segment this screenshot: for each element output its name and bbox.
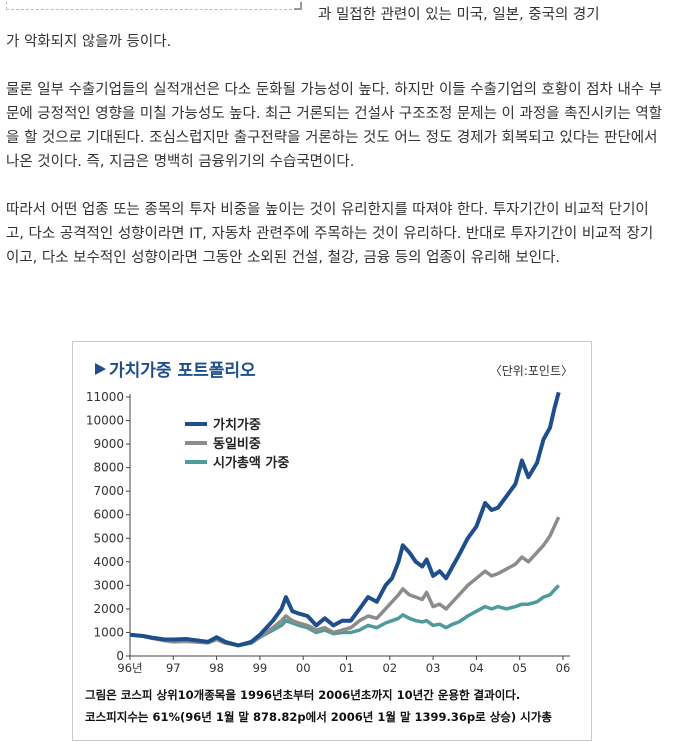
title-marker-icon: [95, 363, 106, 375]
y-tick-label: 11000: [86, 390, 124, 404]
x-tick-label: 00: [296, 661, 311, 675]
y-tick-label: 2000: [93, 602, 124, 616]
x-tick-label: 97: [166, 661, 181, 675]
x-tick-label: 99: [253, 661, 268, 675]
y-tick-label: 9000: [93, 437, 124, 451]
legend-label: 동일비중: [213, 437, 261, 452]
x-tick-label: 03: [426, 661, 441, 675]
figure-caption: 그림은 코스피 상위10개종목을 1996년초부터 2006년초까지 10년간 …: [85, 684, 585, 728]
caption-line: 코스피지수는 61%(96년 1월 말 878.82p에서 2006년 1월 말…: [85, 710, 552, 724]
y-tick-label: 1000: [93, 625, 124, 639]
x-tick-label: 05: [512, 661, 527, 675]
chart-title: 가치가중 포트폴리오: [109, 361, 256, 381]
article-line: 가 악화되지 않을까 등이다.: [6, 34, 172, 50]
series-line: [129, 584, 560, 648]
legend-label: 시가총액 가중: [213, 455, 289, 471]
y-tick-label: 5000: [93, 531, 124, 545]
caption-line: 그림은 코스피 상위10개종목을 1996년초부터 2006년초까지 10년간 …: [85, 688, 521, 702]
article-paragraph: 따라서 어떤 업종 또는 종목의 투자 비중을 높이는 것이 유리한지를 따져야…: [6, 202, 654, 266]
image-placeholder: [6, 0, 302, 10]
x-tick-label: 96년: [117, 661, 142, 675]
legend-label: 가치가중: [213, 417, 261, 433]
series-line: [129, 391, 561, 648]
y-tick-label: 10000: [86, 414, 124, 428]
y-tick-label: 0: [116, 649, 124, 663]
article-paragraph: 물론 일부 수출기업들의 실적개선은 다소 둔화될 가능성이 높다. 하지만 이…: [6, 82, 663, 170]
y-tick-label: 6000: [93, 508, 124, 522]
article-body: 과 밀접한 관련이 있는 미국, 일본, 중국의 경기 가 악화되지 않을까 등…: [6, 0, 666, 270]
x-tick-label: 02: [382, 661, 397, 675]
y-tick-label: 8000: [93, 461, 124, 475]
chart-figure: 가치가중 포트폴리오 〈단위:포인트〉 0 1000 2000 3000 4000 500…: [72, 341, 592, 741]
chart-unit: 〈단위:포인트〉: [490, 364, 573, 378]
y-tick-label: 3000: [93, 578, 124, 592]
line-chart: 가치가중 포트폴리오 〈단위:포인트〉 01000200030004000500…: [86, 361, 573, 675]
y-tick-label: 4000: [93, 555, 124, 569]
resize-corner-icon: [294, 2, 302, 10]
series-line: [129, 516, 561, 648]
x-tick-label: 98: [209, 661, 224, 675]
article-line: 과 밀접한 관련이 있는 미국, 일본, 중국의 경기: [318, 7, 600, 23]
x-tick-label: 04: [469, 661, 484, 675]
x-tick-label: 01: [339, 661, 354, 675]
y-tick-label: 7000: [93, 484, 124, 498]
x-tick-label: 06: [556, 661, 571, 675]
